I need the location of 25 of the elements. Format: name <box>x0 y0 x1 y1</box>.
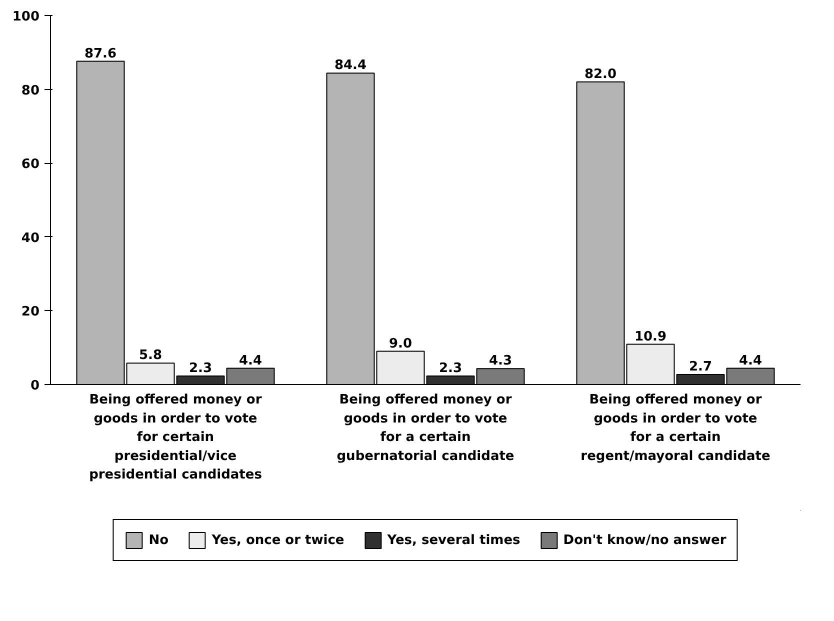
x-tick-label: Being offered money or goods in order to vote for certain presidential/vice presidential candidates <box>89 392 262 482</box>
y-tick-label: 40 <box>21 230 40 246</box>
y-tick-label: 60 <box>21 157 40 172</box>
legend-label: No <box>148 532 169 548</box>
data-label: 2.3 <box>438 361 462 376</box>
data-label: 9.0 <box>388 336 412 352</box>
data-label: 2.7 <box>688 360 712 375</box>
data-label: 84.4 <box>334 58 367 74</box>
legend-label: Don't know/no answer <box>563 532 726 548</box>
data-label: 82.0 <box>584 66 617 82</box>
y-tick-label: 0 <box>30 378 40 394</box>
data-label: 2.3 <box>188 361 212 376</box>
y-tick-label: 100 <box>12 10 40 24</box>
y-tick-label: 80 <box>21 83 40 98</box>
data-label: 5.8 <box>138 348 162 364</box>
legend-label: Yes, once or twice <box>212 532 344 548</box>
data-label: 4.4 <box>238 353 262 368</box>
data-label: 87.6 <box>84 46 117 62</box>
x-tick-label: Being offered money or goods in order to vote for a certain regent/mayoral candidate <box>580 392 771 464</box>
data-label: 4.3 <box>488 354 512 369</box>
x-tick-label: Being offered money or goods in order to vote for a certain gubernatorial candidate <box>336 392 514 464</box>
data-label: 10.9 <box>634 329 667 344</box>
legend-label: Yes, several times <box>387 532 520 548</box>
y-tick-label: 20 <box>21 304 40 320</box>
data-label: 4.4 <box>738 353 762 368</box>
